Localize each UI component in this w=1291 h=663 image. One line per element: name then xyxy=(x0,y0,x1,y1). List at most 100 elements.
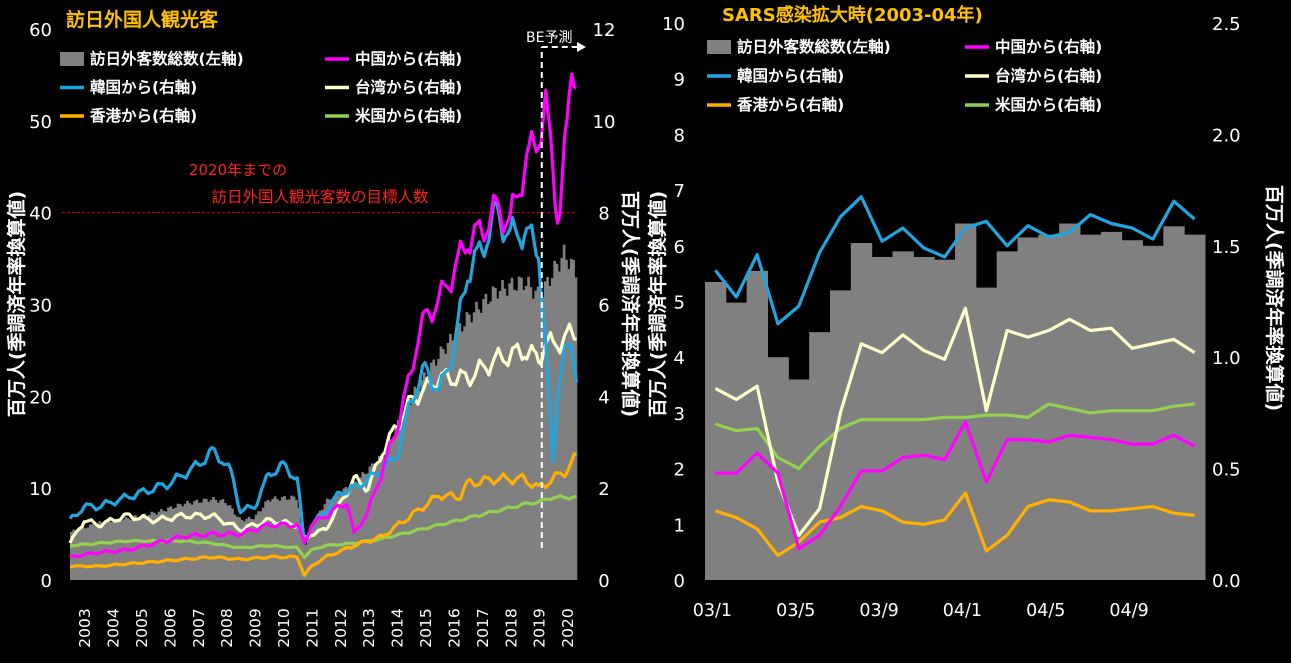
x-tick-label: 2007 xyxy=(190,608,208,647)
bar-total xyxy=(522,289,526,580)
bar-total xyxy=(1059,223,1081,580)
bar-total xyxy=(453,341,457,580)
bar-total xyxy=(212,497,215,580)
y-tick-label: 9 xyxy=(674,70,685,91)
series-line-china xyxy=(69,72,577,559)
bar-total xyxy=(252,519,256,580)
bar-total xyxy=(574,277,578,580)
bar-total xyxy=(138,517,142,580)
bar-total xyxy=(809,332,831,580)
bar-total xyxy=(406,402,410,580)
bar-total xyxy=(725,302,748,580)
x-tick-label: 2004 xyxy=(105,608,123,647)
bar-total xyxy=(513,289,516,580)
bar-total xyxy=(430,362,433,580)
x-tick-label: 2012 xyxy=(332,608,350,647)
y-tick-label: 8 xyxy=(674,125,685,146)
bar-total xyxy=(292,496,296,580)
x-tick-label: 2018 xyxy=(502,608,520,647)
bar-total xyxy=(325,498,329,580)
bar-total xyxy=(96,523,99,580)
y-tick-label: 6 xyxy=(674,237,685,258)
legend-label: 韓国から(右軸) xyxy=(90,78,197,97)
bar-total xyxy=(486,304,490,580)
bar-total xyxy=(465,312,469,580)
bar-total xyxy=(830,290,852,580)
bar-total xyxy=(472,312,476,580)
bar-total xyxy=(370,463,374,580)
bar-total xyxy=(496,298,500,580)
bar-total xyxy=(145,516,149,580)
bar-total xyxy=(269,501,272,580)
bar-total xyxy=(207,501,211,580)
bar-total xyxy=(531,298,535,580)
bar-total xyxy=(314,521,317,580)
bar-total xyxy=(266,499,270,580)
y-tick-label: 0 xyxy=(41,571,52,592)
chart-title: SARS感染拡大時(2003-04年) xyxy=(722,4,983,26)
bar-total xyxy=(569,258,573,580)
bar-total xyxy=(278,500,282,580)
legend-label: 中国から(右軸) xyxy=(995,37,1102,56)
x-tick-label: 04/5 xyxy=(1026,601,1065,621)
bar-total xyxy=(543,281,547,580)
bar-total xyxy=(368,466,372,580)
bar-total xyxy=(359,477,362,580)
bar-total xyxy=(181,506,185,580)
bar-total xyxy=(209,499,213,580)
bar-total xyxy=(515,290,519,580)
y2-tick-label: 2.0 xyxy=(1212,125,1241,146)
bar-total xyxy=(214,499,218,580)
bar-total xyxy=(287,499,291,580)
bar-total xyxy=(517,276,521,580)
x-tick-label: 2015 xyxy=(417,608,435,647)
y2-tick-label: 0.0 xyxy=(1212,571,1241,592)
bar-total xyxy=(356,482,360,580)
bar-total xyxy=(290,495,294,580)
legend-label: 訪日外客数総数(左軸) xyxy=(737,37,891,56)
bar-total xyxy=(242,521,246,580)
legend-swatch-total xyxy=(60,52,84,66)
bar-total xyxy=(276,499,279,580)
bar-total xyxy=(479,312,483,580)
bar-total xyxy=(223,502,227,580)
bar-total xyxy=(470,322,474,580)
bar-total xyxy=(529,287,533,580)
x-tick-label: 04/1 xyxy=(943,601,982,621)
bar-total xyxy=(382,456,386,580)
bar-total xyxy=(482,299,485,580)
bar-total xyxy=(375,463,379,580)
bar-total xyxy=(705,282,727,580)
y2-axis-title: 百万人(季調済年率換算値) xyxy=(1263,185,1286,411)
bar-total xyxy=(385,448,388,580)
bar-total xyxy=(340,494,343,580)
bar-total xyxy=(306,536,310,580)
bar-total xyxy=(1017,237,1039,580)
bar-total xyxy=(81,526,85,580)
bar-total xyxy=(330,500,334,580)
bar-total xyxy=(347,489,350,580)
chart-title: 訪日外国人観光客 xyxy=(66,8,219,31)
bar-total xyxy=(460,331,464,580)
x-tick-label: 2008 xyxy=(218,608,236,647)
y2-tick-label: 0.5 xyxy=(1212,460,1241,481)
x-tick-label: 03/5 xyxy=(776,601,815,621)
bar-total xyxy=(1100,231,1123,580)
bar-total xyxy=(245,518,248,580)
bar-total xyxy=(205,498,208,580)
y2-tick-label: 8 xyxy=(598,204,609,225)
bar-total xyxy=(434,365,438,580)
bar-total xyxy=(955,223,977,580)
bar-total xyxy=(377,455,381,580)
y-tick-label: 0 xyxy=(674,571,685,592)
bar-total xyxy=(332,495,336,580)
bar-total xyxy=(160,508,163,580)
series-line-taiwan xyxy=(68,322,577,544)
y2-tick-label: 1.5 xyxy=(1212,237,1241,258)
bar-total xyxy=(155,514,158,580)
bar-total xyxy=(404,405,407,580)
y-tick-label: 4 xyxy=(674,348,685,369)
y2-tick-label: 4 xyxy=(598,387,609,408)
x-tick-label: 03/9 xyxy=(859,601,898,621)
